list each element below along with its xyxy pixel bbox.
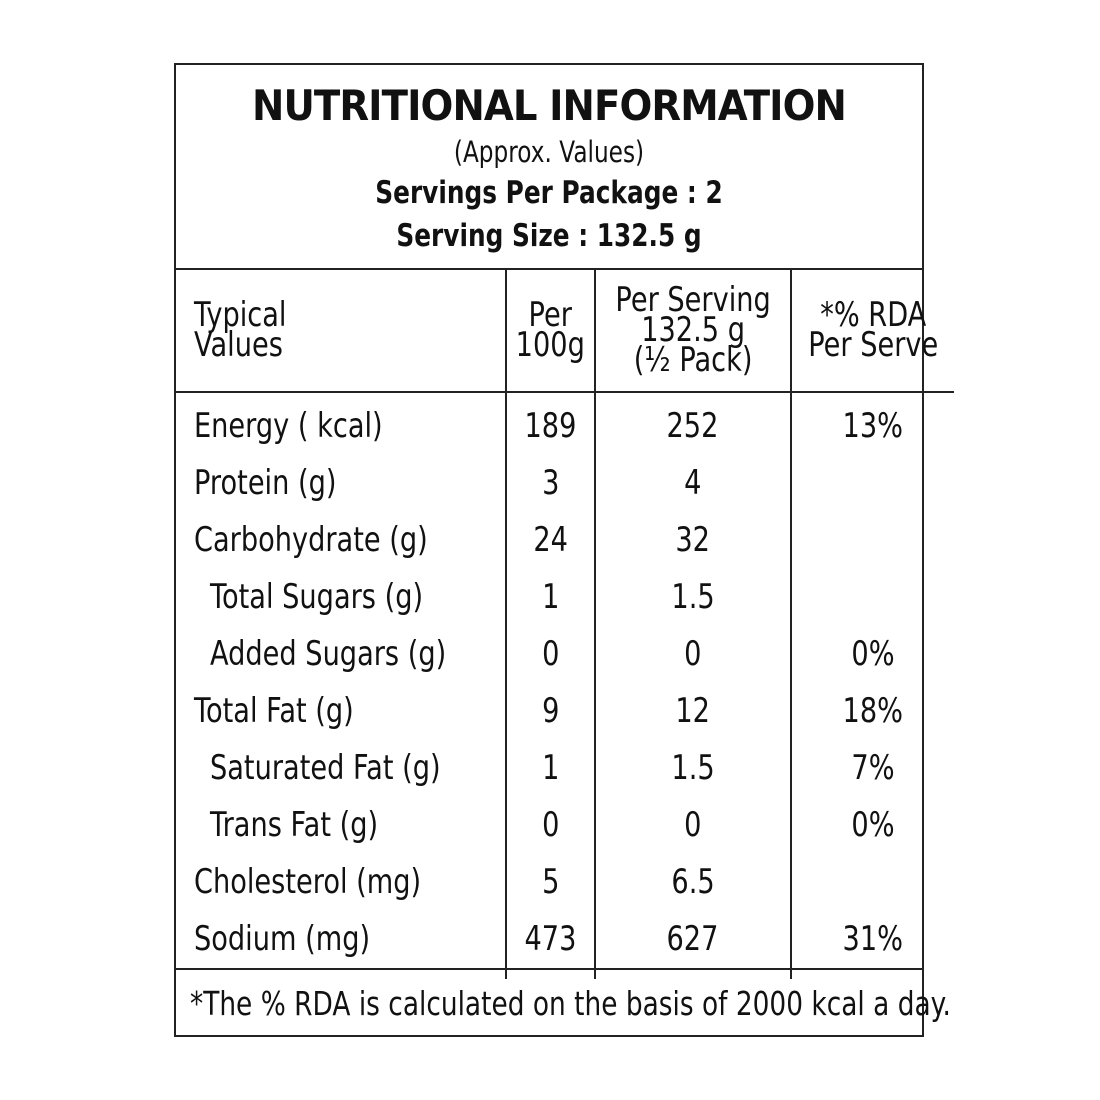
rda-value: 13% [842, 405, 904, 446]
per-serving-value: 0 [684, 804, 702, 845]
per100-line-1: Per [528, 294, 573, 335]
serving-line-3: (½ Pack) [633, 339, 753, 380]
per-100g-value: 24 [533, 519, 568, 560]
per-serving-value: 0 [684, 633, 702, 674]
nutrient-label: Saturated Fat (g) [210, 747, 441, 788]
per-100g-value: 0 [541, 804, 560, 845]
nutrient-label: Cholesterol (mg) [194, 861, 422, 902]
footnote-text: *The % RDA is calculated on the basis of… [190, 984, 951, 1023]
per-serving-value: 4 [684, 462, 702, 503]
per-serving-value: 627 [666, 918, 719, 959]
nutrition-table: Typical Values Per 100g Per Serving 132.… [176, 268, 955, 979]
per-100g-value: 3 [541, 462, 560, 503]
per-serving-value: 6.5 [671, 861, 715, 902]
typical-line-1: Typical [194, 294, 287, 335]
rda-line-1: *% RDA [820, 294, 927, 335]
rda-value: 0% [851, 633, 895, 674]
nutrient-label: Added Sugars (g) [210, 633, 447, 674]
table-row: Saturated Fat (g) 1 1.5 7% [176, 739, 955, 796]
nutrient-label: Total Sugars (g) [210, 576, 424, 617]
column-header-rda: *% RDA Per Serve [789, 268, 955, 393]
table-row: Protein (g) 3 4 [176, 454, 955, 511]
per100-line-2: 100g [515, 324, 586, 365]
table-row: Cholesterol (mg) 5 6.5 [176, 853, 955, 910]
rda-value: 18% [842, 690, 904, 731]
rda-footnote: *The % RDA is calculated on the basis of… [176, 968, 951, 1035]
nutrient-label: Protein (g) [194, 462, 337, 503]
per-serving-value: 1.5 [671, 747, 715, 788]
per-100g-value: 473 [524, 918, 577, 959]
per-100g-value: 5 [541, 861, 560, 902]
rda-value: 7% [851, 747, 895, 788]
per-serving-value: 252 [666, 405, 719, 446]
servings-per-package: Servings Per Package : 2 [375, 175, 723, 211]
table-row: Energy ( kcal) 189 252 13% [176, 392, 955, 454]
nutrient-label: Total Fat (g) [194, 690, 354, 731]
serving-size: Serving Size : 132.5 g [396, 218, 702, 254]
table-row: Total Sugars (g) 1 1.5 [176, 568, 955, 625]
table-header-row: Typical Values Per 100g Per Serving 132.… [176, 268, 955, 393]
nutrient-label: Carbohydrate (g) [194, 519, 428, 560]
nutrient-label: Sodium (mg) [194, 918, 371, 959]
approx-values-note: (Approx. Values) [453, 135, 645, 169]
per-serving-value: 1.5 [671, 576, 715, 617]
per-100g-value: 1 [541, 747, 560, 788]
rda-value: 31% [842, 918, 904, 959]
per-serving-value: 12 [675, 690, 711, 731]
rda-value: 0% [851, 804, 895, 845]
column-header-per-serving: Per Serving 132.5 g (½ Pack) [593, 268, 791, 393]
typical-line-2: Values [194, 324, 283, 365]
per-serving-value: 32 [675, 519, 711, 560]
table-row: Carbohydrate (g) 24 32 [176, 511, 955, 568]
table-row: Trans Fat (g) 0 0 0% [176, 796, 955, 853]
table-row: Total Fat (g) 9 12 18% [176, 682, 955, 739]
serving-line-2: 132.5 g [640, 309, 745, 350]
per-100g-value: 1 [541, 576, 560, 617]
per-100g-value: 0 [541, 633, 560, 674]
table-row: Added Sugars (g) 0 0 0% [176, 625, 955, 682]
rda-line-2: Per Serve [808, 324, 939, 365]
page-title: NUTRITIONAL INFORMATION [252, 81, 847, 130]
nutrient-label: Energy ( kcal) [194, 405, 383, 446]
per-100g-value: 9 [541, 690, 560, 731]
label-header: NUTRITIONAL INFORMATION (Approx. Values)… [176, 65, 922, 270]
nutrition-label: NUTRITIONAL INFORMATION (Approx. Values)… [174, 63, 955, 1037]
per-100g-value: 189 [524, 405, 577, 446]
column-header-per-100g: Per 100g [505, 268, 595, 393]
nutrient-label: Trans Fat (g) [210, 804, 379, 845]
table-row: Sodium (mg) 473 627 31% [176, 910, 955, 979]
column-header-typical-values: Typical Values [176, 268, 507, 393]
serving-line-1: Per Serving [615, 279, 771, 320]
